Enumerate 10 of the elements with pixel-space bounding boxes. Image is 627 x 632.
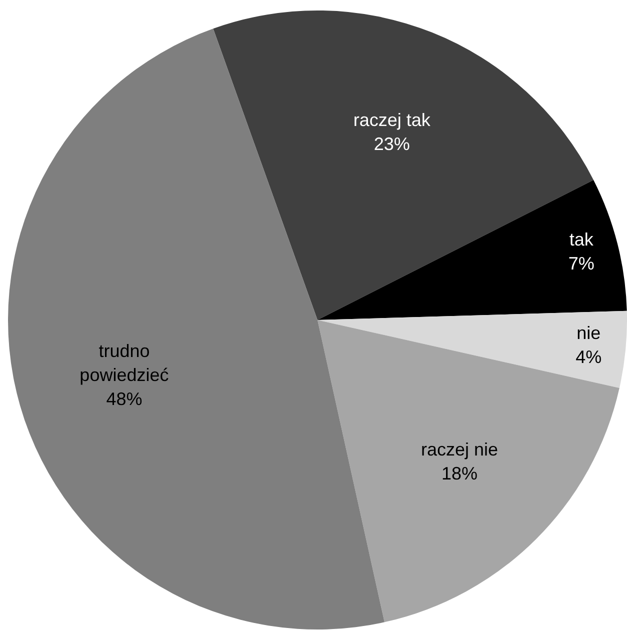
data-label: 4%: [576, 347, 602, 368]
slice-label: raczej tak: [353, 110, 432, 130]
data-label: 48%: [106, 388, 142, 409]
slice-label: nie: [576, 323, 601, 344]
slice-label: raczej nie: [420, 439, 498, 460]
data-label: 7%: [568, 254, 594, 274]
data-label: 23%: [374, 134, 410, 154]
data-label: 18%: [441, 463, 478, 484]
slice-label: tak: [569, 230, 594, 250]
slice-label: trudno powiedzieć: [80, 340, 169, 385]
